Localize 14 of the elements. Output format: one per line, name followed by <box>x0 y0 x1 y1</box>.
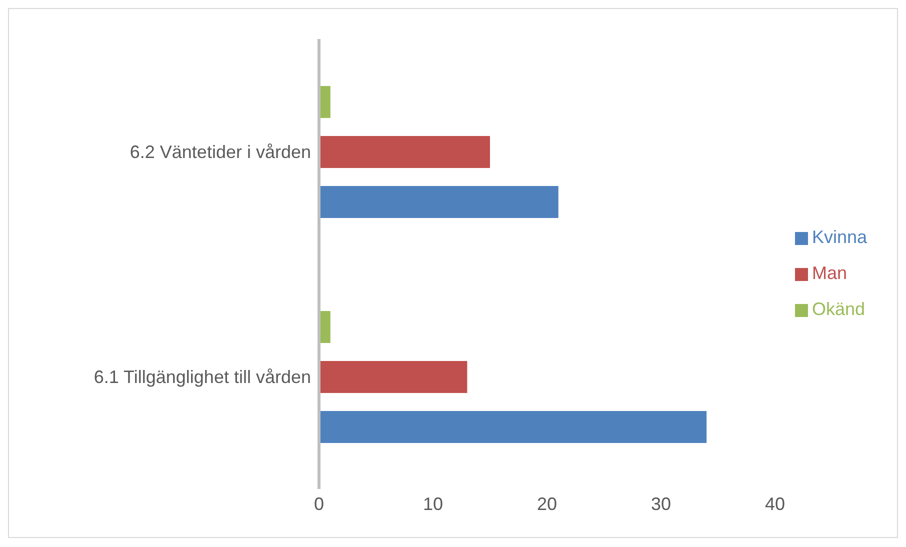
bar <box>319 361 468 393</box>
legend-label: Kvinna <box>812 227 867 247</box>
legend-label: Man <box>812 263 847 283</box>
y-tick-label: 6.1 Tillgänglighet till vården <box>94 366 311 387</box>
bar <box>319 136 490 168</box>
y-tick-label: 6.2 Väntetider i vården <box>130 142 311 162</box>
x-tick-label: 0 <box>314 494 324 514</box>
x-tick-label: 10 <box>422 494 444 514</box>
x-tick-label: 20 <box>536 494 557 514</box>
x-tick-label: 30 <box>650 494 671 514</box>
x-tick-label: 40 <box>764 494 785 514</box>
bar <box>319 411 707 443</box>
bar <box>319 186 558 218</box>
legend-label: Okänd <box>812 299 865 319</box>
